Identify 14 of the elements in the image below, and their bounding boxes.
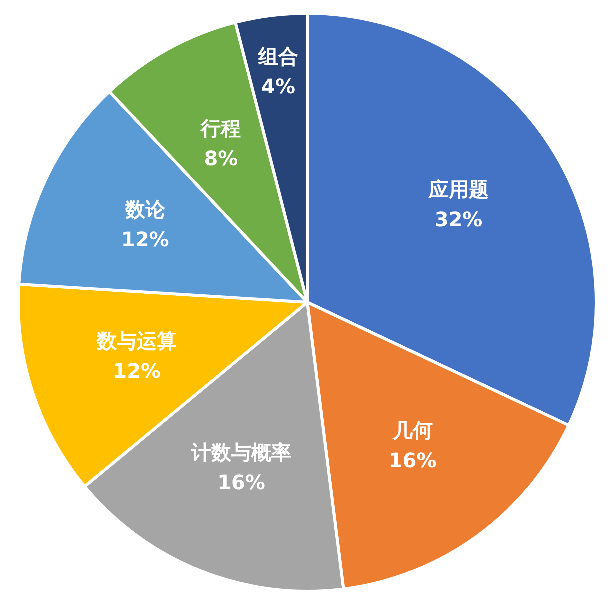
slice-label: 计数与概率 — [190, 440, 292, 464]
data-label: 4% — [262, 74, 296, 98]
slice-label: 应用题 — [428, 178, 489, 202]
data-label: 32% — [434, 208, 483, 232]
slice-label: 组合 — [258, 44, 299, 68]
slice-label: 数论 — [124, 197, 166, 222]
data-label: 12% — [121, 227, 170, 252]
data-label: 16% — [218, 470, 266, 494]
slice-label: 行程 — [200, 116, 242, 141]
data-label: 12% — [113, 359, 162, 384]
data-label: 16% — [388, 448, 437, 473]
slice-label: 几何 — [392, 418, 433, 443]
slice-label: 数与运算 — [96, 329, 178, 354]
data-label: 8% — [204, 146, 238, 171]
